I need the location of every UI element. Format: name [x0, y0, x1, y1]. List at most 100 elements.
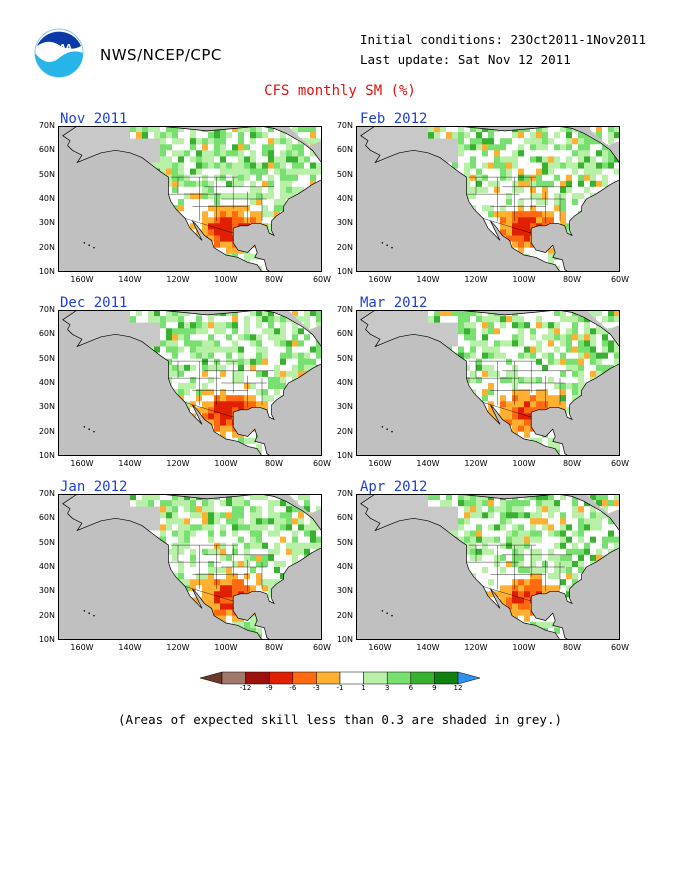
lat-tick-label: 60N: [38, 513, 55, 523]
lat-tick-label: 70N: [38, 121, 55, 130]
colorbar-label: 9: [432, 684, 437, 692]
lat-tick-label: 50N: [336, 537, 353, 547]
lat-tick-label: 40N: [38, 562, 55, 571]
colorbar-segment: [386, 671, 412, 685]
lon-tick-label: 100W: [214, 643, 238, 652]
colorbar-segment: [434, 671, 459, 685]
panel-title: Apr 2012: [360, 479, 428, 495]
lat-tick-label: 10N: [38, 267, 55, 276]
lon-tick-label: 60W: [610, 275, 630, 284]
lon-tick-label: 60W: [610, 459, 630, 468]
lat-tick-label: 10N: [336, 267, 353, 276]
last-update: Last update: Sat Nov 12 2011: [360, 52, 571, 67]
lat-tick-label: 10N: [38, 451, 55, 460]
lat-tick-label: 60N: [336, 145, 353, 155]
lon-tick-label: 100W: [214, 275, 238, 284]
lat-tick-label: 50N: [38, 353, 55, 363]
colorbar-label: -3: [312, 684, 320, 692]
lon-tick-label: 60W: [312, 643, 332, 652]
lat-tick-label: 20N: [38, 426, 55, 436]
colorbar-label: -12: [239, 684, 252, 692]
colorbar-min-arrow: [199, 671, 223, 685]
lon-tick-label: 120W: [166, 459, 190, 468]
colorbar-label: 6: [408, 684, 414, 692]
lat-tick-label: 70N: [38, 305, 55, 314]
lon-tick-label: 140W: [416, 459, 440, 468]
lon-tick-label: 100W: [512, 459, 536, 468]
lon-tick-label: 140W: [118, 459, 142, 468]
lat-tick-label: 30N: [336, 586, 353, 596]
colorbar-max-arrow: [457, 671, 481, 685]
lon-tick-label: 160W: [368, 275, 392, 284]
lat-tick-label: 30N: [38, 218, 55, 228]
lon-tick-label: 80W: [264, 643, 284, 652]
lat-tick-label: 20N: [38, 242, 55, 252]
initial-conditions: Initial conditions: 23Oct2011-1Nov2011: [360, 32, 646, 47]
lat-tick-label: 30N: [336, 218, 353, 228]
lon-tick-label: 100W: [214, 459, 238, 468]
lat-tick-label: 60N: [38, 145, 55, 155]
lon-tick-label: 140W: [416, 275, 440, 284]
lon-tick-label: 140W: [118, 275, 142, 284]
agency-label: NWS/NCEP/CPC: [100, 46, 222, 64]
colorbar-label: 1: [361, 684, 366, 692]
panel-title: Feb 2012: [360, 111, 428, 127]
noaa-logo: NOAA: [34, 28, 84, 78]
soil-moisture-map: [356, 310, 620, 456]
soil-moisture-map: [58, 494, 322, 640]
lat-tick-label: 20N: [38, 610, 55, 620]
soil-moisture-map: [356, 494, 620, 640]
lat-tick-label: 50N: [38, 537, 55, 547]
colorbar-segment: [316, 671, 341, 685]
lat-tick-label: 20N: [336, 426, 353, 436]
lon-tick-label: 60W: [312, 459, 332, 468]
lat-tick-label: 10N: [336, 451, 353, 460]
lat-tick-label: 60N: [38, 329, 55, 339]
colorbar-segment: [292, 671, 317, 685]
panel-title: Nov 2011: [60, 111, 128, 127]
lon-tick-label: 60W: [312, 275, 332, 284]
lon-tick-label: 120W: [166, 275, 190, 284]
colorbar-svg: [199, 671, 481, 685]
colorbar-label: -6: [289, 684, 297, 692]
colorbar-segment: [363, 671, 388, 685]
soil-moisture-map: [58, 310, 322, 456]
lon-tick-label: 60W: [610, 643, 630, 652]
colorbar-segment: [245, 671, 270, 685]
lon-tick-label: 80W: [562, 275, 582, 284]
panel-title: Jan 2012: [60, 479, 128, 495]
lon-tick-label: 120W: [464, 643, 488, 652]
lon-tick-label: 140W: [118, 643, 142, 652]
lon-tick-label: 80W: [264, 275, 284, 284]
colorbar-segment: [268, 671, 294, 685]
lat-tick-label: 20N: [336, 610, 353, 620]
colorbar-label: 3: [384, 684, 390, 692]
lon-tick-label: 120W: [464, 459, 488, 468]
lon-tick-label: 120W: [464, 275, 488, 284]
lat-tick-label: 70N: [38, 489, 55, 498]
colorbar: [199, 670, 481, 696]
lat-tick-label: 40N: [38, 378, 55, 387]
lat-tick-label: 70N: [336, 121, 353, 130]
colorbar-segment: [410, 671, 435, 685]
lat-tick-label: 30N: [38, 402, 55, 412]
lat-tick-label: 60N: [336, 329, 353, 339]
figure-title: CFS monthly SM (%): [264, 83, 416, 99]
lon-tick-label: 80W: [562, 643, 582, 652]
panel-title: Mar 2012: [360, 295, 428, 311]
lat-tick-label: 30N: [38, 586, 55, 596]
lat-tick-label: 50N: [336, 169, 353, 179]
soil-moisture-map: [356, 126, 620, 272]
colorbar-label: -1: [336, 684, 344, 692]
logo-text: NOAA: [46, 43, 72, 52]
colorbar-segment: [221, 671, 246, 685]
lat-tick-label: 50N: [38, 169, 55, 179]
lat-tick-label: 10N: [38, 635, 55, 644]
colorbar-segment: [339, 671, 364, 685]
panel-title: Dec 2011: [60, 295, 128, 311]
lon-tick-label: 80W: [562, 459, 582, 468]
lon-tick-label: 120W: [166, 643, 190, 652]
lat-tick-label: 70N: [336, 305, 353, 314]
lon-tick-label: 160W: [70, 459, 94, 468]
lat-tick-label: 40N: [38, 194, 55, 203]
